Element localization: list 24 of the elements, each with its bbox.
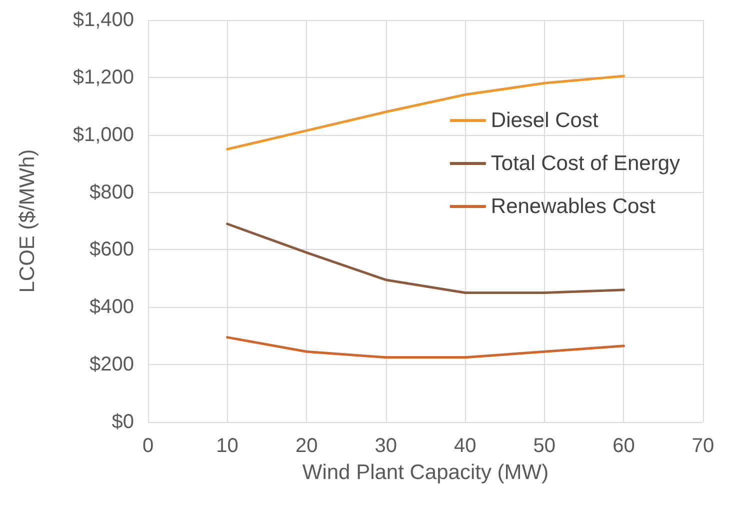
- x-tick-label: 10: [216, 435, 238, 457]
- line-series: [226, 222, 625, 294]
- x-tick-label: 70: [692, 435, 714, 457]
- legend-label: Renewables Cost: [490, 195, 656, 218]
- y-tick-label: $1,000: [72, 124, 134, 146]
- x-tick-label: 20: [295, 435, 318, 457]
- y-tick-label: $1,400: [72, 9, 134, 31]
- y-tick-label: $0: [112, 411, 134, 433]
- x-tick-label: 30: [374, 435, 397, 457]
- y-tick-label: $200: [90, 354, 134, 376]
- y-tick-label: $800: [90, 181, 134, 204]
- y-tick-label: $600: [90, 238, 134, 261]
- line-series: [226, 336, 625, 359]
- x-tick-label: 60: [612, 435, 635, 457]
- y-tick-label: $1,200: [72, 66, 134, 88]
- x-tick-label: 0: [142, 435, 154, 457]
- x-axis-title: Wind Plant Capacity (MW): [302, 461, 549, 484]
- y-tick-label: $400: [90, 296, 134, 318]
- legend-label: Diesel Cost: [490, 109, 598, 132]
- line-series: [226, 74, 625, 150]
- x-tick-label: 50: [533, 435, 556, 457]
- y-axis-title: LCOE ($/MWh): [16, 149, 39, 293]
- legend-label: Total Cost of Energy: [490, 152, 680, 175]
- x-tick-label: 40: [454, 435, 476, 457]
